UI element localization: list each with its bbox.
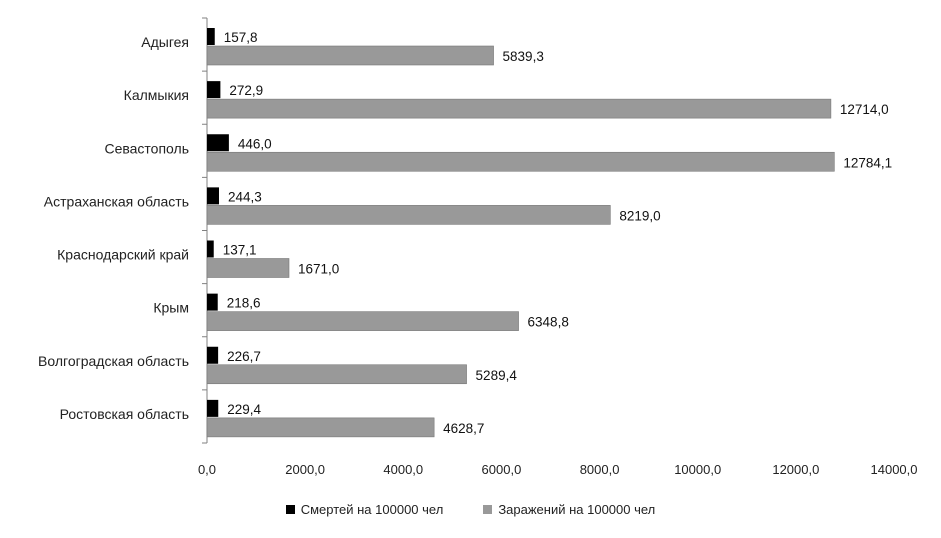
bar-deaths <box>207 187 219 205</box>
data-label-deaths: 229,4 <box>227 402 261 417</box>
category-label: Ростовская область <box>60 406 189 422</box>
bar-deaths <box>207 28 215 45</box>
x-tick-label: 8000,0 <box>580 462 620 477</box>
legend-item-infections: Заражений на 100000 чел <box>483 502 655 517</box>
bar-deaths <box>207 81 221 99</box>
x-tick-label: 6000,0 <box>482 462 522 477</box>
data-label-infections: 4628,7 <box>443 421 484 436</box>
x-tick-label: 2000,0 <box>285 462 325 477</box>
bar-infections <box>206 311 519 331</box>
category-label: Севастополь <box>104 140 189 156</box>
data-label-infections: 12714,0 <box>840 102 889 117</box>
data-label-deaths: 244,3 <box>228 189 262 204</box>
data-label-deaths: 157,8 <box>224 30 258 45</box>
category-label: Крым <box>153 300 189 316</box>
legend-item-deaths: Смертей на 100000 чел <box>285 502 444 517</box>
bar-infections <box>206 45 494 66</box>
bar-deaths <box>207 399 219 417</box>
data-label-deaths: 272,9 <box>229 83 263 98</box>
legend-label-infections: Заражений на 100000 чел <box>498 502 656 517</box>
x-tick-label: 12000,0 <box>772 462 819 477</box>
category-label: Калмыкия <box>124 87 189 103</box>
bar-deaths <box>207 346 219 364</box>
data-label-deaths: 446,0 <box>238 136 272 151</box>
category-label: Краснодарский край <box>57 247 189 263</box>
data-label-infections: 6348,8 <box>528 315 569 330</box>
bar-infections <box>206 417 435 438</box>
legend: Смертей на 100000 чел Заражений на 10000… <box>0 502 941 517</box>
data-label-infections: 5289,4 <box>476 368 518 383</box>
category-label: Волгоградская область <box>38 353 189 369</box>
category-label: Астраханская область <box>44 193 189 209</box>
bar-infections <box>206 98 832 119</box>
x-tick-label: 10000,0 <box>674 462 721 477</box>
legend-swatch-deaths <box>285 505 295 514</box>
legend-label-deaths: Смертей на 100000 чел <box>300 502 444 517</box>
data-label-infections: 5839,3 <box>503 49 544 64</box>
bar-infections <box>206 364 467 385</box>
legend-swatch-infections <box>483 505 493 514</box>
x-tick-label: 4000,0 <box>383 462 423 477</box>
bar-deaths <box>207 134 229 152</box>
data-label-deaths: 218,6 <box>227 296 261 311</box>
bar-infections <box>206 205 611 225</box>
x-tick-label: 14000,0 <box>871 462 918 477</box>
data-label-infections: 8219,0 <box>619 208 660 223</box>
x-tick-label: 0,0 <box>198 462 216 477</box>
data-label-infections: 12784,1 <box>843 155 892 170</box>
category-label: Адыгея <box>141 34 189 50</box>
bar-infections <box>206 258 290 278</box>
data-label-deaths: 137,1 <box>223 243 257 258</box>
data-label-infections: 1671,0 <box>298 262 339 277</box>
bar-deaths <box>207 240 214 258</box>
data-label-deaths: 226,7 <box>227 349 261 364</box>
bar-infections <box>206 151 835 172</box>
bar-deaths <box>207 293 218 311</box>
